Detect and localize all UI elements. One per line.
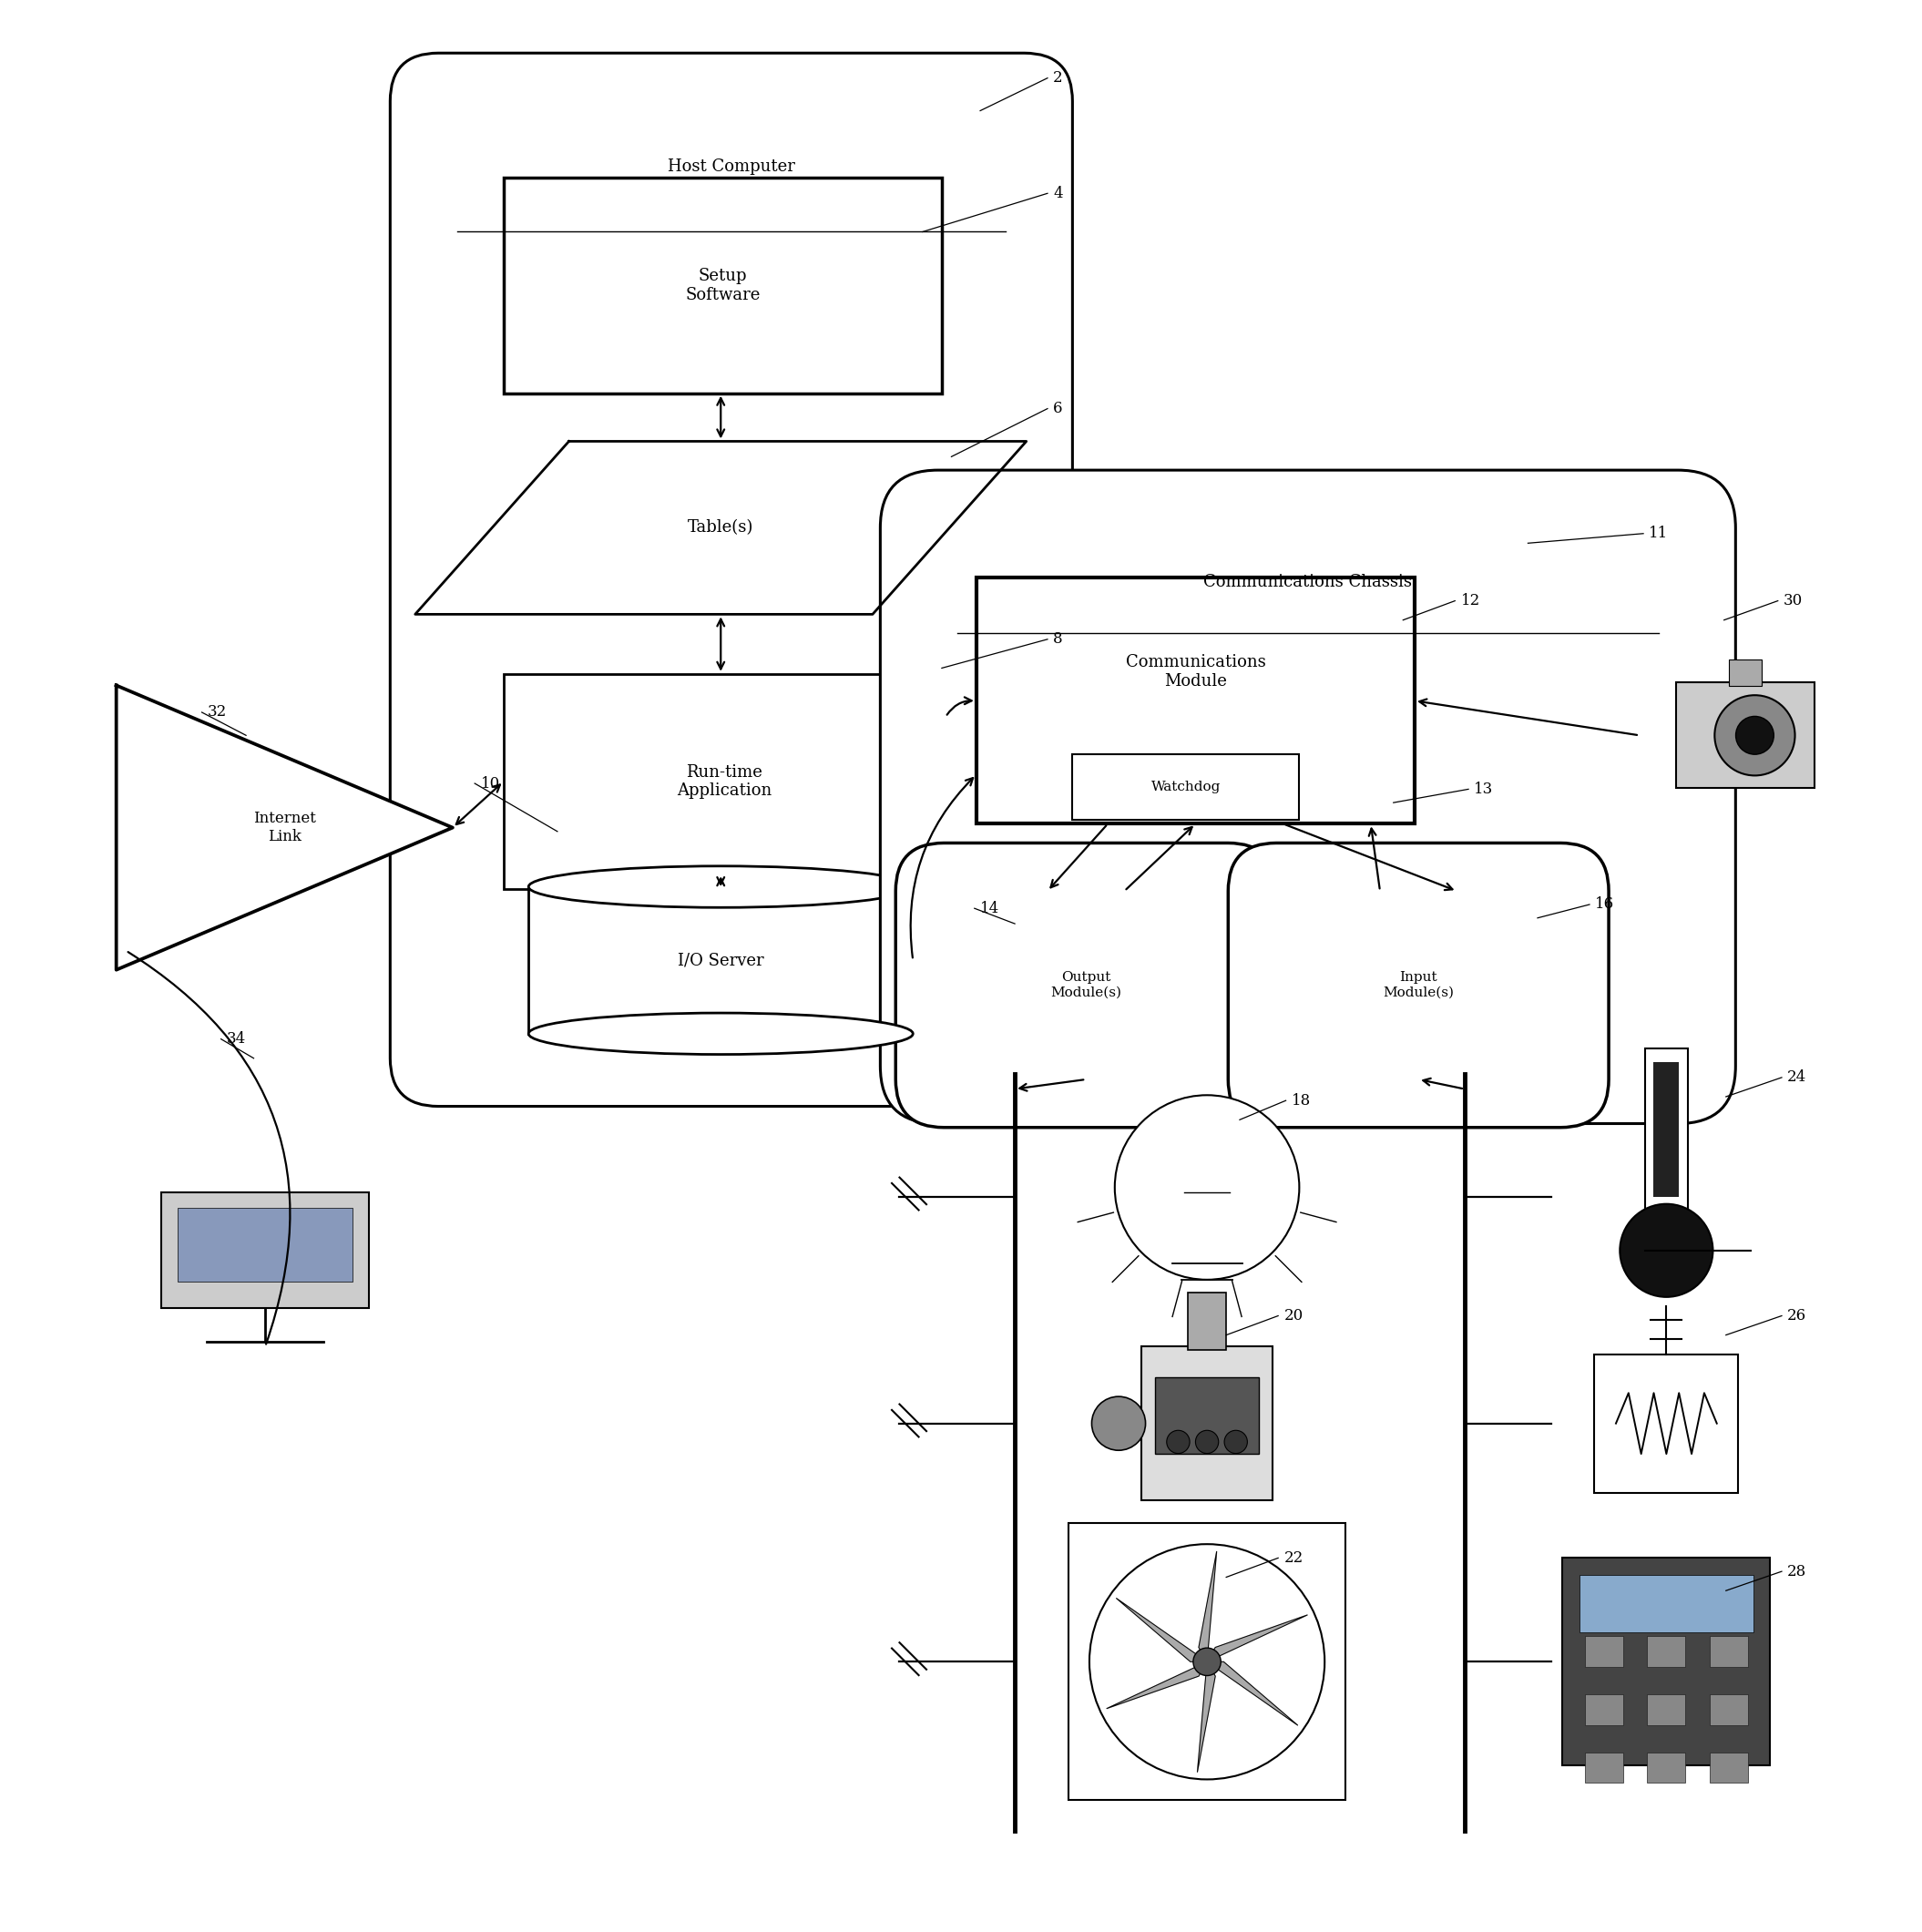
FancyBboxPatch shape: [1228, 842, 1609, 1128]
Bar: [1647, 1752, 1686, 1783]
Text: Communications Chassis: Communications Chassis: [1203, 574, 1413, 589]
Text: 14: 14: [980, 900, 999, 916]
Text: 8: 8: [1053, 632, 1063, 647]
Bar: [1580, 1575, 1753, 1633]
Text: 28: 28: [1787, 1563, 1807, 1578]
Text: Table(s): Table(s): [688, 520, 753, 535]
Text: I/O Server: I/O Server: [678, 952, 763, 968]
Polygon shape: [1107, 1662, 1207, 1708]
Bar: [1155, 1378, 1259, 1455]
Text: Internet
Link: Internet Link: [254, 811, 315, 844]
Bar: [1676, 682, 1814, 788]
Text: Host Computer: Host Computer: [667, 158, 796, 174]
Bar: [1709, 1694, 1747, 1725]
Bar: [1069, 1522, 1345, 1801]
Bar: [504, 674, 946, 889]
Text: 20: 20: [1284, 1308, 1303, 1323]
Text: 12: 12: [1461, 593, 1480, 609]
Bar: [1142, 1347, 1272, 1501]
Circle shape: [1167, 1430, 1190, 1453]
Bar: [1647, 1636, 1686, 1667]
Bar: [504, 178, 942, 394]
Circle shape: [1195, 1430, 1219, 1453]
FancyBboxPatch shape: [390, 52, 1072, 1107]
Polygon shape: [117, 686, 454, 970]
Text: 11: 11: [1649, 526, 1668, 541]
Text: 24: 24: [1787, 1070, 1807, 1086]
Text: Watchdog: Watchdog: [1151, 781, 1220, 794]
Polygon shape: [1207, 1615, 1307, 1662]
Circle shape: [1714, 696, 1795, 775]
Circle shape: [1115, 1095, 1299, 1279]
Circle shape: [1620, 1204, 1713, 1296]
Text: 22: 22: [1284, 1549, 1303, 1565]
Bar: [1709, 1752, 1747, 1783]
Bar: [1563, 1557, 1770, 1766]
Text: Output
Module(s): Output Module(s): [1051, 972, 1121, 999]
Text: Communications
Module: Communications Module: [1126, 655, 1265, 690]
Bar: [976, 578, 1415, 823]
Polygon shape: [1199, 1551, 1217, 1662]
Text: 6: 6: [1053, 400, 1063, 417]
Text: Setup
Software: Setup Software: [684, 269, 761, 303]
Bar: [1586, 1694, 1624, 1725]
Polygon shape: [415, 440, 1026, 614]
Bar: [1728, 659, 1762, 686]
Text: 26: 26: [1787, 1308, 1807, 1323]
Bar: [1653, 1063, 1680, 1196]
Bar: [1072, 755, 1299, 819]
Bar: [1586, 1636, 1624, 1667]
Circle shape: [1224, 1430, 1247, 1453]
Circle shape: [1090, 1544, 1324, 1779]
Polygon shape: [1197, 1662, 1215, 1772]
FancyBboxPatch shape: [880, 469, 1736, 1124]
Text: Input
Module(s): Input Module(s): [1384, 972, 1453, 999]
Bar: [1586, 1752, 1624, 1783]
Circle shape: [1092, 1397, 1146, 1451]
Bar: [179, 1208, 352, 1283]
Bar: [1709, 1636, 1747, 1667]
Text: 34: 34: [227, 1032, 246, 1047]
Text: 30: 30: [1784, 593, 1803, 609]
Ellipse shape: [529, 866, 913, 908]
Text: 10: 10: [480, 775, 500, 792]
Bar: [1645, 1049, 1688, 1250]
Text: 2: 2: [1053, 70, 1063, 85]
Bar: [1188, 1293, 1226, 1350]
Ellipse shape: [529, 1012, 913, 1055]
Bar: [161, 1192, 369, 1308]
Polygon shape: [1207, 1662, 1297, 1725]
Bar: [1647, 1694, 1686, 1725]
Circle shape: [1736, 717, 1774, 753]
Polygon shape: [1117, 1598, 1207, 1662]
Circle shape: [1194, 1648, 1220, 1675]
Text: 13: 13: [1474, 781, 1493, 796]
Text: 4: 4: [1053, 185, 1063, 201]
Text: Run-time
Application: Run-time Application: [677, 763, 773, 800]
Text: 18: 18: [1292, 1094, 1311, 1109]
FancyBboxPatch shape: [896, 842, 1276, 1128]
Bar: [1595, 1354, 1739, 1493]
Text: 32: 32: [208, 705, 227, 721]
Text: 16: 16: [1595, 896, 1614, 912]
